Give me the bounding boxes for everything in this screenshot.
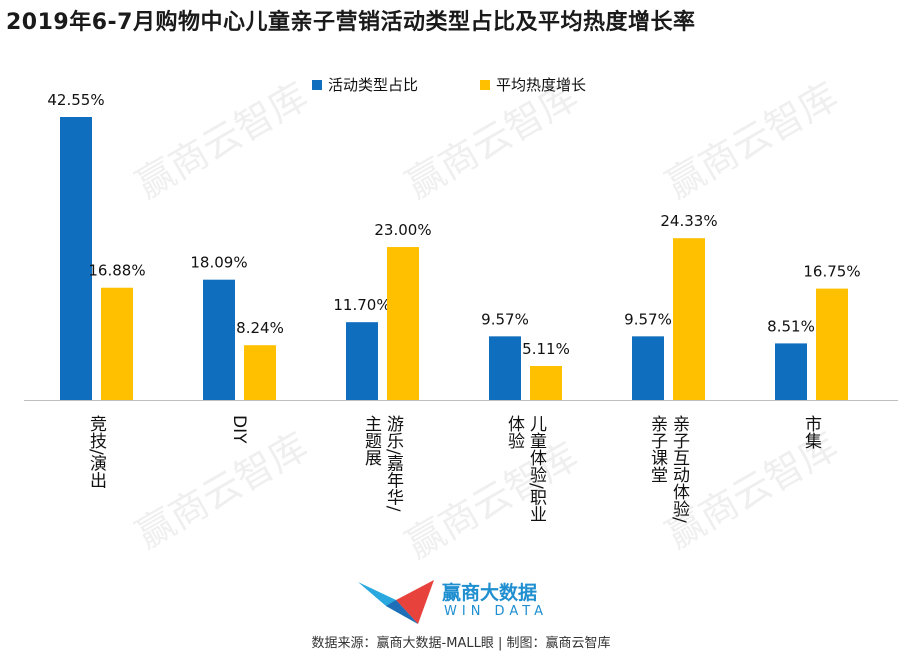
data-label: 23.00%: [374, 221, 431, 239]
category-label: DIY: [229, 415, 249, 444]
category-label: 亲子互动体验/: [669, 415, 690, 523]
bar: [244, 345, 276, 400]
legend-swatch: [312, 80, 322, 90]
chart-title: 2019年6-7月购物中心儿童亲子营销活动类型占比及平均热度增长率: [6, 10, 696, 35]
category-label: 游乐/嘉年华/: [383, 415, 404, 512]
legend-swatch: [480, 80, 490, 90]
bar: [673, 238, 705, 400]
data-label: 11.70%: [333, 296, 390, 314]
data-label: 8.51%: [767, 317, 815, 335]
category-label: 主题展: [361, 415, 382, 466]
data-label: 9.57%: [481, 310, 529, 328]
bar: [530, 366, 562, 400]
category-label: 市集: [801, 415, 822, 449]
data-label: 8.24%: [236, 319, 284, 337]
category-label: 竞技/演出: [86, 415, 107, 489]
win-data-logo-icon: [358, 580, 434, 624]
data-label: 16.75%: [803, 263, 860, 281]
data-label: 16.88%: [88, 262, 145, 280]
category-label: 亲子课堂: [647, 415, 668, 483]
bar: [489, 336, 521, 400]
brand-name-en: WIN DATA: [444, 604, 549, 619]
bar: [632, 336, 664, 400]
category-label: 儿童体验/职业: [526, 415, 547, 523]
bar-chart: 活动类型占比 平均热度增长 42.55% 16.88% 竞技/演出 18.09% 8.24%…: [24, 76, 898, 523]
data-label: 5.11%: [522, 340, 570, 358]
data-label: 24.33%: [660, 212, 717, 230]
data-label: 9.57%: [624, 310, 672, 328]
bar: [203, 279, 235, 400]
bar: [60, 117, 92, 400]
data-label: 42.55%: [47, 91, 104, 109]
bar: [775, 343, 807, 400]
bar: [346, 322, 378, 400]
source-note: 数据来源：赢商大数据-MALL眼 | 制图：赢商云智库: [311, 636, 611, 651]
bar: [101, 287, 133, 400]
data-label: 18.09%: [190, 254, 247, 272]
legend-label: 平均热度增长: [496, 76, 586, 94]
legend-label: 活动类型占比: [328, 76, 418, 94]
bar: [816, 288, 848, 400]
bar: [387, 247, 419, 400]
brand-name-cn: 赢商大数据: [442, 582, 538, 604]
category-label: 体验: [504, 415, 525, 450]
